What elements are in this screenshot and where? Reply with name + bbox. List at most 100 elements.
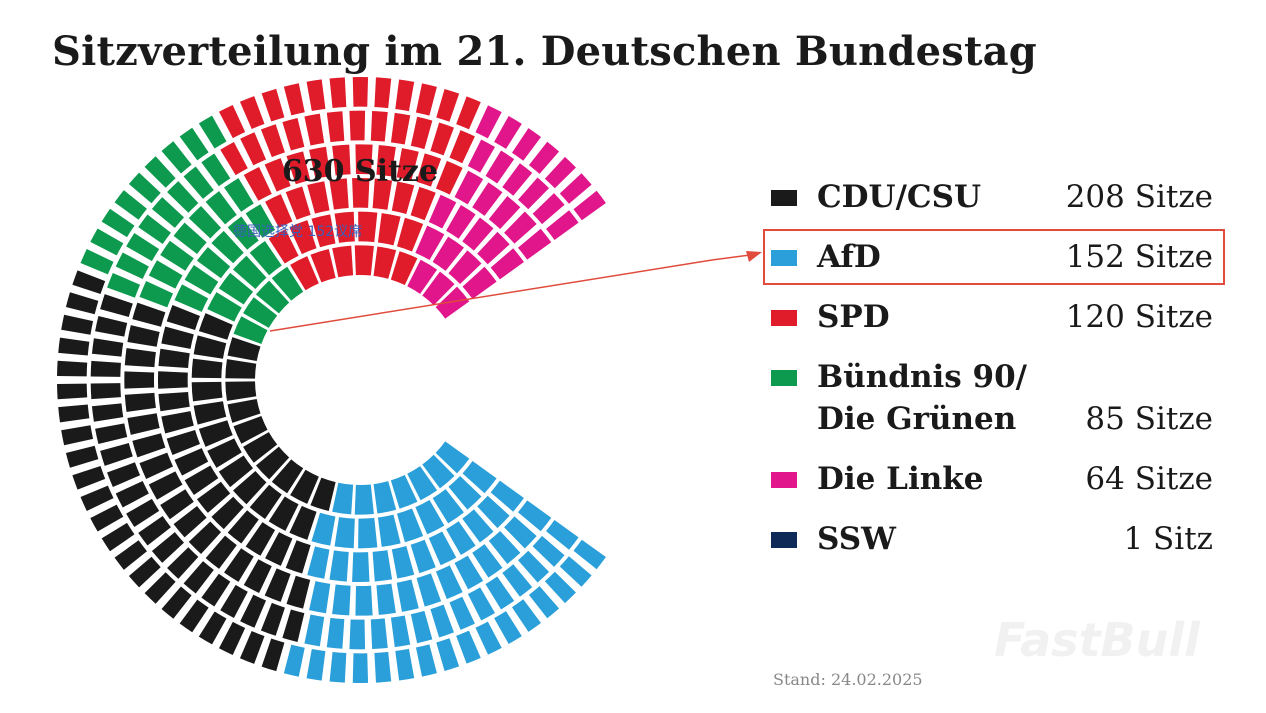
seat-block-afd (475, 621, 502, 655)
seat-block-cdu-csu (179, 599, 209, 633)
seat-block-spd (220, 142, 248, 176)
seat-block-cdu-csu (260, 602, 285, 636)
seat-block-afd (352, 552, 370, 582)
seat-block-afd (374, 651, 392, 683)
seat-block-spd (218, 105, 246, 139)
seat-block-afd (448, 475, 482, 510)
seat-block-spd (391, 181, 415, 215)
seat-block-cdu-csu (166, 429, 200, 456)
seat-block-cdu-csu (286, 575, 311, 609)
seat-block-spd (283, 83, 305, 116)
seat-block-b-ndnis-90- (183, 166, 214, 199)
seat-block-cdu-csu (57, 383, 88, 400)
seat-block-spd (243, 167, 272, 201)
seat-block-spd (304, 113, 325, 146)
seat-block-afd (283, 644, 305, 677)
legend-party-name: AfD (817, 239, 881, 275)
legend-seat-count: 85 Sitze (1085, 401, 1213, 437)
seat-block-cdu-csu (174, 448, 209, 476)
seat-block-cdu-csu (161, 586, 192, 619)
seat-block-cdu-csu (183, 561, 214, 594)
seat-block-cdu-csu (100, 443, 133, 466)
seat-block-b-ndnis-90- (139, 281, 174, 308)
seat-block-b-ndnis-90- (218, 272, 254, 305)
seat-block-afd (435, 565, 463, 600)
seat-block-b-ndnis-90- (233, 316, 268, 344)
seat-block-b-ndnis-90- (233, 255, 267, 289)
seat-block-b-ndnis-90- (160, 240, 194, 271)
seat-block-die-linke (573, 190, 606, 221)
seat-block-b-ndnis-90- (114, 190, 147, 220)
seat-block-cdu-csu (167, 547, 199, 579)
legend-seat-count: 208 Sitze (1065, 179, 1213, 215)
seat-block-cdu-csu (205, 535, 237, 569)
seat-block-cdu-csu (91, 403, 124, 422)
seat-block-die-linke (546, 210, 579, 240)
seat-block-b-ndnis-90- (245, 204, 276, 238)
seat-block-cdu-csu (184, 465, 219, 495)
seat-block-spd (332, 245, 354, 278)
legend-seat-count: 64 Sitze (1085, 461, 1213, 497)
seat-block-spd (349, 110, 366, 141)
seat-block-cdu-csu (128, 556, 161, 588)
seat-block-b-ndnis-90- (227, 216, 259, 250)
seat-block-afd (436, 638, 460, 671)
legend-item-spd: SPD 120 Sitze (771, 296, 1213, 338)
seat-block-cdu-csu (65, 445, 99, 468)
seat-block-cdu-csu (124, 371, 155, 389)
seat-block-cdu-csu (218, 455, 254, 488)
seat-block-b-ndnis-90- (107, 272, 141, 298)
seat-block-cdu-csu (126, 498, 160, 528)
legend-seat-count: 152 Sitze (1065, 239, 1213, 275)
seat-block-afd (485, 576, 515, 610)
seat-block-b-ndnis-90- (198, 115, 227, 149)
swatch-afd (771, 250, 797, 266)
seat-block-afd (430, 604, 454, 638)
seat-block-cdu-csu (225, 359, 257, 379)
seat-block-b-ndnis-90- (151, 197, 185, 228)
seat-block-spd (334, 211, 355, 243)
seat-block-spd (264, 158, 291, 192)
seat-block-die-linke (532, 193, 565, 225)
seat-block-spd (373, 246, 397, 279)
seat-block-afd (467, 587, 496, 621)
swatch-linke (771, 472, 797, 488)
seat-block-afd (446, 521, 476, 555)
seat-block-die-linke (528, 141, 560, 174)
seat-block-spd (310, 249, 336, 283)
seat-block-spd (326, 111, 345, 143)
seat-block-spd (329, 178, 349, 210)
seat-block-cdu-csu (107, 462, 141, 488)
seat-block-cdu-csu (264, 568, 291, 602)
seat-block-cdu-csu (245, 522, 276, 556)
seat-block-die-linke (432, 236, 464, 271)
seat-block-afd (391, 545, 415, 579)
seat-block-cdu-csu (188, 521, 222, 554)
seat-block-cdu-csu (225, 381, 257, 401)
seat-block-cdu-csu (310, 477, 336, 511)
seat-block-cdu-csu (148, 471, 183, 500)
seat-block-b-ndnis-90- (207, 292, 242, 322)
seat-block-afd (415, 499, 445, 535)
seat-block-afd (462, 509, 494, 543)
seat-block-afd (449, 596, 475, 630)
watermark-logo: FastBull (994, 613, 1200, 667)
seat-block-afd (352, 653, 369, 683)
seat-block-cdu-csu (158, 391, 190, 412)
seat-block-cdu-csu (61, 425, 94, 446)
seat-block-cdu-csu (193, 335, 227, 359)
seat-block-cdu-csu (191, 358, 223, 379)
seat-block-cdu-csu (61, 314, 94, 335)
seat-block-cdu-csu (198, 313, 233, 340)
seat-block-afd (311, 512, 336, 546)
seat-block-spd (352, 77, 369, 107)
seat-block-spd (374, 77, 392, 109)
seat-block-afd (416, 573, 442, 607)
seat-block-cdu-csu (268, 496, 299, 531)
seat-block-cdu-csu (90, 383, 121, 400)
seat-block-cdu-csu (158, 371, 188, 389)
swatch-spd (771, 310, 797, 326)
seat-block-spd (416, 153, 442, 187)
seat-block-spd (352, 177, 370, 208)
